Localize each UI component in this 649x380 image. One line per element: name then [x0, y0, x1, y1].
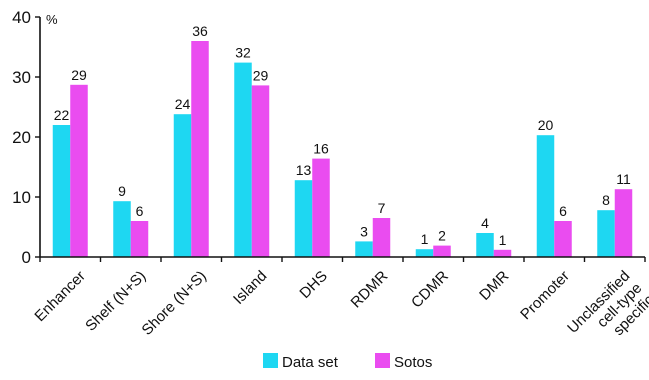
bar-sotos: [614, 189, 633, 257]
data-label: 29: [253, 67, 269, 83]
category-label: RDMR: [348, 267, 392, 311]
data-label: 8: [602, 192, 610, 208]
category-label: CDMR: [408, 267, 452, 311]
data-label: 3: [360, 223, 368, 239]
bar-data-set: [173, 114, 192, 257]
bar-data-set: [415, 249, 434, 257]
category-label-line: DMR: [476, 267, 512, 303]
category-label: Promoter: [517, 268, 573, 324]
y-tick-label: 40: [12, 8, 31, 27]
category-label: Shore (N+S): [139, 268, 210, 339]
bar-data-set: [476, 233, 494, 257]
category-label: Shelf (N+S): [82, 268, 149, 335]
category-label-line: Shore (N+S): [139, 268, 210, 339]
data-label: 16: [313, 141, 329, 157]
data-label: 36: [192, 23, 208, 39]
category-label: Island: [230, 268, 270, 308]
data-label: 13: [296, 162, 312, 178]
data-label: 29: [71, 67, 87, 83]
bar-sotos: [70, 84, 88, 257]
bar-data-set: [355, 241, 373, 257]
data-label: 1: [421, 231, 429, 247]
bar-sotos: [191, 41, 209, 257]
data-label: 6: [559, 203, 567, 219]
bar-sotos: [493, 249, 512, 257]
bar-data-set: [52, 125, 71, 257]
data-label: 20: [538, 117, 554, 133]
category-label-line: Island: [230, 268, 270, 308]
y-tick-label: 10: [12, 188, 31, 207]
y-tick-label: 30: [12, 68, 31, 87]
bar-sotos: [312, 158, 330, 257]
legend-swatch: [263, 353, 278, 368]
bar-data-set: [597, 210, 615, 257]
bar-sotos: [130, 221, 149, 257]
legend-label: Sotos: [394, 354, 432, 371]
bar-sotos: [372, 218, 391, 257]
bar-sotos: [433, 245, 451, 257]
legend-swatch: [375, 353, 390, 368]
data-label: 7: [378, 200, 386, 216]
bar-data-set: [234, 62, 252, 257]
data-label: 11: [616, 171, 631, 187]
category-label: Enhancer: [31, 268, 88, 325]
category-label-line: RDMR: [348, 267, 392, 311]
legend-label: Data set: [282, 354, 339, 371]
data-label: 24: [175, 96, 191, 112]
category-label-line: Shelf (N+S): [82, 268, 149, 335]
bar-sotos: [251, 85, 270, 258]
category-label-line: Enhancer: [31, 268, 88, 325]
bar-data-set: [113, 201, 131, 257]
category-label: DMR: [476, 267, 512, 303]
category-label-line: DHS: [296, 268, 330, 302]
category-label-line: Promoter: [517, 268, 573, 324]
y-axis-unit-label: %: [46, 12, 58, 27]
data-label: 1: [499, 232, 507, 248]
category-label-line: CDMR: [408, 267, 452, 311]
category-label: DHS: [296, 268, 330, 302]
bar-sotos: [554, 221, 572, 257]
data-label: 6: [136, 203, 144, 219]
y-tick-label: 0: [22, 248, 31, 267]
data-label: 32: [235, 45, 251, 61]
data-label: 22: [54, 107, 70, 123]
data-label: 9: [118, 183, 126, 199]
bar-data-set: [294, 180, 313, 257]
data-label: 2: [438, 228, 446, 244]
bar-data-set: [536, 135, 555, 257]
data-label: 4: [481, 215, 489, 231]
legend: Data set Sotos: [263, 353, 432, 371]
y-tick-label: 20: [12, 128, 31, 147]
